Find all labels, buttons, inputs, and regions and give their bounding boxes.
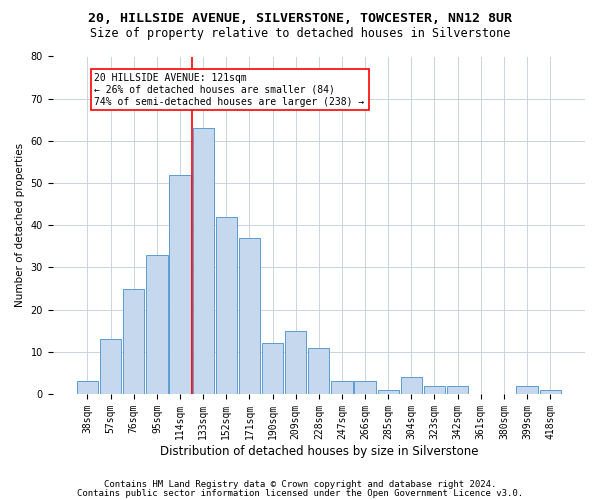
Bar [331,382,353,394]
Bar [517,386,538,394]
Y-axis label: Number of detached properties: Number of detached properties [15,143,25,308]
Text: Size of property relative to detached houses in Silverstone: Size of property relative to detached ho… [90,28,510,40]
Bar [377,390,399,394]
Bar [77,382,98,394]
Bar [447,386,468,394]
Bar [215,217,237,394]
Text: Contains public sector information licensed under the Open Government Licence v3: Contains public sector information licen… [77,488,523,498]
Bar [239,238,260,394]
Bar [424,386,445,394]
Bar [123,288,145,394]
Bar [169,174,191,394]
Bar [262,344,283,394]
Bar [193,128,214,394]
Bar [100,339,121,394]
Bar [355,382,376,394]
Bar [285,330,307,394]
Bar [146,255,167,394]
Bar [401,377,422,394]
Text: Contains HM Land Registry data © Crown copyright and database right 2024.: Contains HM Land Registry data © Crown c… [104,480,496,489]
Text: 20, HILLSIDE AVENUE, SILVERSTONE, TOWCESTER, NN12 8UR: 20, HILLSIDE AVENUE, SILVERSTONE, TOWCES… [88,12,512,26]
Bar [539,390,561,394]
Bar [308,348,329,394]
Text: 20 HILLSIDE AVENUE: 121sqm
← 26% of detached houses are smaller (84)
74% of semi: 20 HILLSIDE AVENUE: 121sqm ← 26% of deta… [94,74,365,106]
X-axis label: Distribution of detached houses by size in Silverstone: Distribution of detached houses by size … [160,444,478,458]
